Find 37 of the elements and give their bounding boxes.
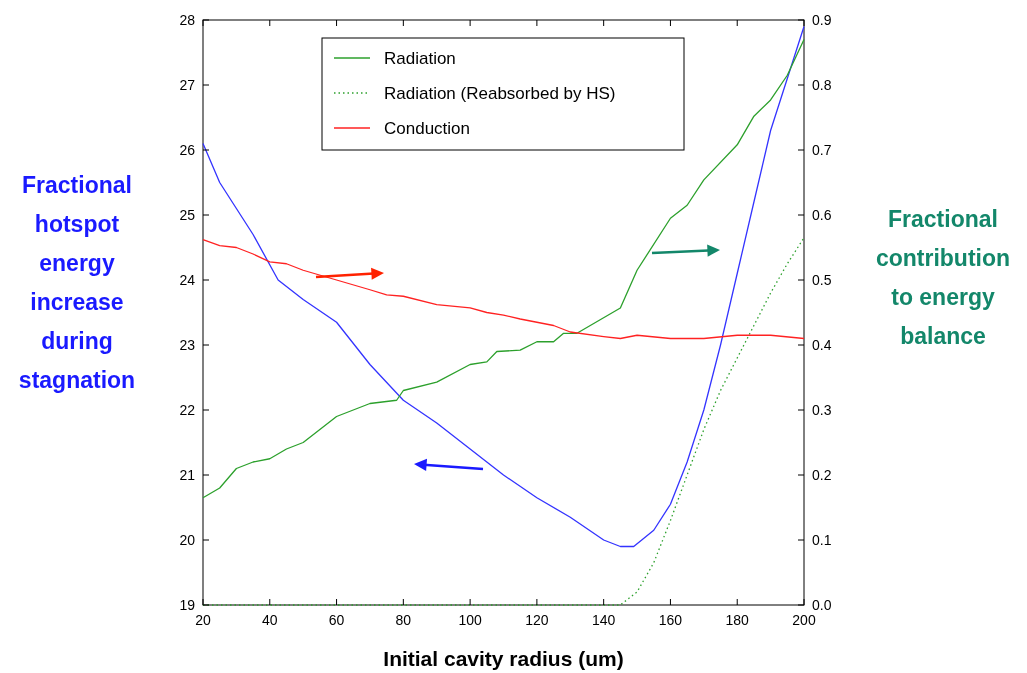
x-tick-label: 100 — [458, 612, 482, 628]
x-tick-label: 120 — [525, 612, 549, 628]
y-tick-label: 19 — [179, 597, 196, 613]
y-tick-label: 24 — [179, 272, 196, 288]
y2-tick-label: 0.0 — [812, 597, 832, 613]
x-tick-label: 60 — [328, 612, 345, 628]
x-tick-label: 180 — [725, 612, 750, 628]
y2-tick-label: 0.1 — [812, 532, 832, 548]
y-tick-label: 23 — [179, 337, 196, 353]
y2-tick-label: 0.5 — [812, 272, 832, 288]
y-tick-label: 28 — [179, 12, 196, 28]
x-tick-label: 40 — [261, 612, 278, 628]
y2-tick-label: 0.8 — [812, 77, 832, 93]
y-tick-label: 26 — [179, 142, 196, 158]
x-tick-label: 20 — [195, 612, 211, 628]
y-axis-title: Fractional hotspot energy increase during stagnation — [18, 172, 136, 393]
y2-tick-label: 0.9 — [812, 12, 832, 28]
y-tick-label: 25 — [179, 207, 196, 223]
x-axis-title: Initial cavity radius (um) — [383, 647, 624, 670]
y-tick-label: 22 — [179, 402, 196, 418]
y2-tick-label: 0.6 — [812, 207, 832, 223]
legend-label: Radiation — [384, 49, 456, 68]
y2-tick-label: 0.3 — [812, 402, 832, 418]
y-tick-label: 27 — [179, 77, 196, 93]
y2-tick-label: 0.2 — [812, 467, 832, 483]
x-tick-label: 80 — [395, 612, 412, 628]
x-tick-label: 200 — [792, 612, 816, 628]
line-series — [202, 239, 805, 340]
legend-label: Conduction — [384, 119, 471, 138]
y-tick-label: 20 — [179, 532, 196, 548]
y2-tick-label: 0.4 — [812, 337, 832, 353]
x-tick-label: 160 — [658, 612, 683, 628]
legend-label: Radiation (Reabsorbed by HS) — [384, 84, 616, 103]
x-tick-label: 140 — [591, 612, 616, 628]
y2-axis-title: Fractional contribution to energy balance — [875, 206, 1011, 349]
y2-tick-label: 0.7 — [812, 142, 832, 158]
y-tick-label: 21 — [179, 467, 196, 483]
